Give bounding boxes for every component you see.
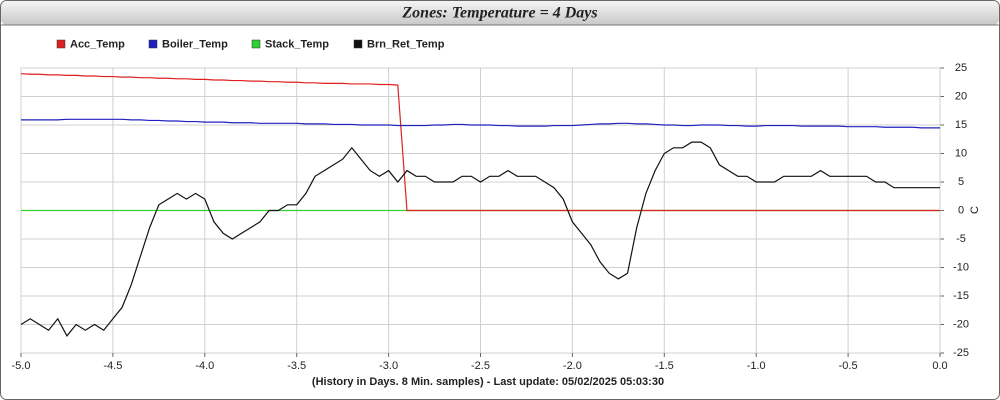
legend-label: Boiler_Temp	[162, 38, 228, 50]
x-tick-label: -0.5	[839, 360, 858, 372]
y-tick-label: 5	[958, 176, 964, 188]
x-tick-label: -4.5	[103, 360, 122, 372]
x-tick-label: -2.5	[471, 360, 490, 372]
y-axis-label: C	[969, 206, 981, 214]
chart-title: Zones: Temperature = 4 Days	[401, 5, 597, 22]
y-tick-label: -25	[953, 347, 969, 359]
y-tick-label: 15	[955, 119, 967, 131]
y-tick-label: -10	[953, 261, 969, 273]
x-axis-label: (History in Days. 8 Min. samples) - Last…	[312, 376, 664, 388]
legend-label: Stack_Temp	[265, 38, 329, 50]
series-line	[20, 73, 940, 212]
legend-swatch	[148, 39, 158, 49]
legend-swatch	[251, 39, 261, 49]
x-tick-label: -2.0	[563, 360, 582, 372]
y-tick-label: 10	[955, 147, 967, 159]
x-tick-label: -3.0	[379, 360, 398, 372]
x-tick-label: -4.0	[195, 360, 214, 372]
y-tick-label: 20	[955, 90, 967, 102]
legend-swatch	[56, 39, 66, 49]
x-tick-label: -5.0	[12, 360, 31, 372]
title-bar	[1, 1, 999, 25]
x-tick-label: -1.0	[747, 360, 766, 372]
x-tick-label: 0.0	[932, 360, 947, 372]
x-tick-label: -1.5	[655, 360, 674, 372]
y-tick-label: 25	[955, 62, 967, 74]
series-line	[21, 118, 940, 129]
legend-swatch	[353, 39, 363, 49]
legend-label: Brn_Ret_Temp	[367, 38, 445, 50]
x-tick-label: -3.5	[287, 360, 306, 372]
legend-label: Acc_Temp	[70, 38, 125, 50]
y-tick-label: -20	[953, 318, 969, 330]
y-tick-label: -15	[953, 290, 969, 302]
y-tick-label: -5	[956, 233, 966, 245]
y-tick-label: 0	[958, 204, 964, 216]
series-line	[20, 141, 940, 337]
